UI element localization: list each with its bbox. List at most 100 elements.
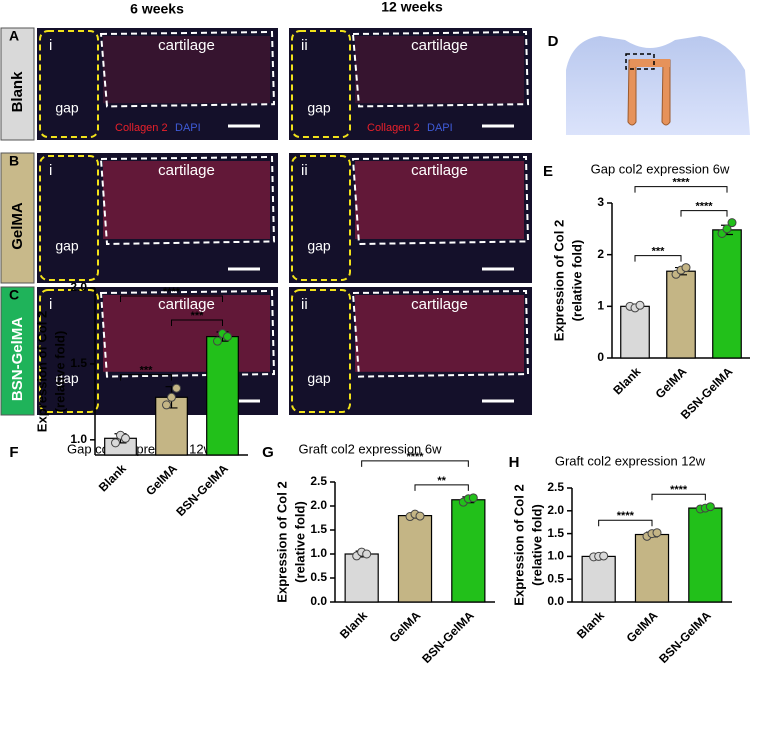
y-axis-label: Expression of Col 2 bbox=[511, 484, 526, 605]
data-point bbox=[415, 511, 425, 521]
x-tick-label: BSN-GelMA bbox=[656, 608, 714, 666]
collagen-signal bbox=[103, 161, 270, 239]
y-axis-label: (relative fold) bbox=[52, 331, 67, 413]
data-point bbox=[652, 528, 662, 538]
x-tick-label: Blank bbox=[337, 608, 370, 641]
significance-bracket bbox=[414, 484, 469, 491]
column-header: 6 weeks bbox=[130, 1, 184, 17]
cartilage-outline bbox=[351, 289, 530, 378]
panel-letter: F bbox=[9, 444, 18, 461]
collagen-signal bbox=[355, 36, 524, 104]
cartilage-outline bbox=[99, 155, 276, 246]
stain-label: DAPI bbox=[427, 122, 453, 134]
y-axis-label: (relative fold) bbox=[292, 501, 307, 583]
bar bbox=[581, 555, 616, 603]
graft bbox=[630, 59, 670, 67]
data-point bbox=[599, 551, 609, 561]
collagen-signal bbox=[355, 295, 524, 372]
row-label: GelMA bbox=[9, 202, 26, 250]
cartilage-outline bbox=[99, 30, 276, 108]
bar bbox=[206, 335, 239, 456]
significance-label: **** bbox=[163, 286, 181, 298]
significance-label: **** bbox=[406, 451, 424, 463]
bar-chart: H Graft col2 expression 12w Expression of … bbox=[509, 453, 732, 666]
y-tick-label: 2.5 bbox=[547, 480, 564, 494]
x-tick-label: Blank bbox=[574, 608, 607, 641]
data-point bbox=[722, 224, 732, 234]
significance-bracket bbox=[651, 493, 706, 501]
x-tick-label: GelMA bbox=[624, 608, 661, 645]
panel-letter: H bbox=[509, 454, 520, 471]
panel-letter: D bbox=[548, 33, 559, 50]
significance-bracket bbox=[120, 295, 223, 303]
panel-letter: E bbox=[543, 163, 553, 180]
bar bbox=[712, 229, 742, 359]
x-tick-label: BSN-GelMA bbox=[173, 461, 231, 519]
y-tick-label: 1.5 bbox=[310, 522, 327, 536]
data-point bbox=[121, 433, 130, 443]
x-tick-label: Blank bbox=[96, 461, 129, 494]
y-tick-label: 1 bbox=[597, 299, 604, 313]
roman-label: ii bbox=[301, 296, 308, 313]
significance-bracket bbox=[361, 460, 469, 467]
cartilage-outline bbox=[351, 155, 530, 246]
x-tick-label: GelMA bbox=[387, 608, 424, 645]
collagen-signal bbox=[103, 295, 270, 372]
significance-label: **** bbox=[695, 201, 713, 213]
y-tick-label: 0.5 bbox=[310, 570, 327, 584]
x-tick-label: Blank bbox=[610, 364, 643, 397]
y-tick-label: 0.5 bbox=[547, 571, 564, 585]
y-axis-label: (relative fold) bbox=[569, 240, 584, 322]
gap-label: gap bbox=[55, 99, 79, 115]
y-tick-label: 0.0 bbox=[547, 594, 564, 608]
y-tick-label: 1.5 bbox=[547, 526, 564, 540]
y-tick-label: 0.0 bbox=[310, 594, 327, 608]
gap-label: gap bbox=[55, 237, 79, 253]
schematic: D bbox=[548, 33, 750, 135]
cartilage-label: cartilage bbox=[411, 37, 468, 54]
graft bbox=[627, 59, 637, 126]
data-point bbox=[705, 502, 715, 512]
chart-title: Graft col2 expression 6w bbox=[298, 441, 442, 456]
significance-bracket bbox=[598, 519, 653, 527]
roman-label: ii bbox=[301, 162, 308, 179]
bar-chart: G Graft col2 expression 6w Expression of C… bbox=[262, 441, 495, 666]
cartilage-outline bbox=[351, 30, 530, 108]
chart-title: Gap col2 expression 12w bbox=[67, 441, 214, 456]
panel-letter: C bbox=[9, 287, 19, 303]
cartilage-label: cartilage bbox=[158, 162, 215, 179]
y-axis-label: Expression of Col 2 bbox=[34, 311, 49, 432]
y-tick-label: 1.0 bbox=[310, 546, 327, 560]
collagen-signal bbox=[103, 36, 270, 104]
bar bbox=[344, 553, 379, 603]
data-point bbox=[172, 383, 181, 393]
data-point bbox=[468, 493, 478, 503]
significance-label: **** bbox=[670, 484, 688, 496]
roman-label: ii bbox=[301, 37, 308, 54]
significance-label: *** bbox=[191, 310, 205, 322]
significance-bracket bbox=[634, 255, 682, 262]
tissue-shape bbox=[566, 36, 750, 135]
y-axis-label: Expression of Col 2 bbox=[274, 481, 289, 602]
gap-outline bbox=[39, 155, 99, 281]
chart-title: Gap col2 expression 6w bbox=[591, 161, 730, 176]
y-tick-label: 0 bbox=[597, 350, 604, 364]
data-point bbox=[727, 218, 737, 228]
stain-label: DAPI bbox=[175, 122, 201, 134]
bar bbox=[666, 270, 696, 359]
row-label-box bbox=[0, 152, 35, 284]
y-tick-label: 2.0 bbox=[547, 503, 564, 517]
row-label-box bbox=[0, 286, 35, 416]
data-point bbox=[681, 263, 691, 273]
significance-label: *** bbox=[652, 245, 666, 257]
y-tick-label: 2 bbox=[597, 247, 604, 261]
cartilage-label: cartilage bbox=[158, 296, 215, 313]
x-tick-label: GelMA bbox=[143, 461, 180, 498]
graft bbox=[661, 59, 671, 126]
cartilage-label: cartilage bbox=[411, 296, 468, 313]
gap-outline bbox=[39, 289, 99, 413]
significance-bracket bbox=[120, 374, 172, 381]
bar bbox=[634, 533, 670, 603]
bar bbox=[451, 499, 486, 603]
collagen-signal bbox=[355, 161, 524, 239]
